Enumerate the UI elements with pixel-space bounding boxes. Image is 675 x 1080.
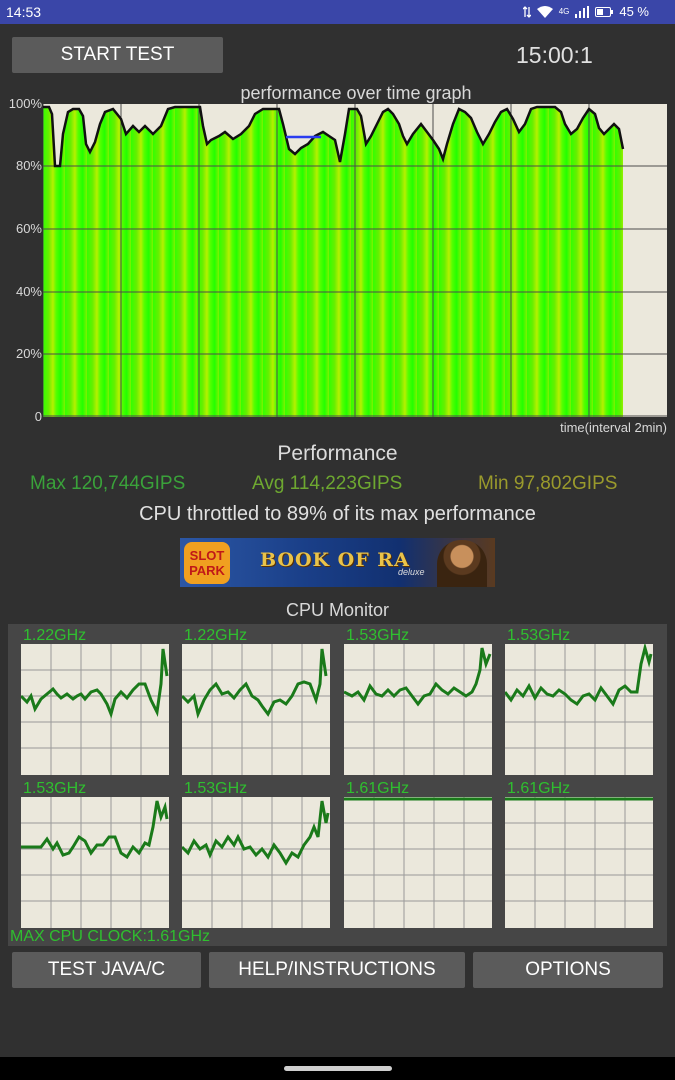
start-test-button[interactable]: START TEST bbox=[12, 37, 223, 73]
battery-percent: 45 % bbox=[619, 4, 649, 19]
status-bar: 14:53 4G 45 % bbox=[0, 0, 675, 24]
core-graph-5: 1.53GHz bbox=[21, 780, 169, 928]
core-frequency: 1.22GHz bbox=[23, 627, 87, 644]
wifi-icon bbox=[536, 5, 553, 18]
core-graph-3: 1.53GHz bbox=[343, 627, 492, 775]
performance-heading: Performance bbox=[277, 442, 398, 465]
core-frequency: 1.53GHz bbox=[184, 780, 248, 797]
y-tick-60: 60% bbox=[15, 221, 42, 236]
home-gesture-handle[interactable] bbox=[284, 1066, 392, 1071]
explorer-image bbox=[437, 540, 487, 587]
network-label: 4G bbox=[558, 7, 570, 16]
y-tick-0: 0 bbox=[34, 409, 42, 424]
ad-banner[interactable]: SLOT PARK BOOK OF RA deluxe bbox=[180, 538, 495, 587]
core-frequency: 1.61GHz bbox=[507, 780, 571, 797]
min-performance: Min 97,802GIPS bbox=[478, 473, 618, 494]
battery-icon bbox=[595, 6, 614, 17]
max-performance: Max 120,744GIPS bbox=[30, 473, 186, 494]
status-icons: 4G 45 % bbox=[522, 4, 649, 19]
y-tick-20: 20% bbox=[15, 346, 42, 361]
test-java-button[interactable]: TEST JAVA/C bbox=[12, 952, 201, 988]
x-axis-label: time(interval 2min) bbox=[560, 420, 667, 435]
signal-icon bbox=[575, 5, 590, 18]
ad-subtitle: deluxe bbox=[398, 567, 425, 577]
core-graph-2: 1.22GHz bbox=[180, 627, 330, 775]
core-graph-8: 1.61GHz bbox=[505, 780, 653, 928]
core-frequency: 1.22GHz bbox=[184, 627, 248, 644]
cpu-monitor-title: CPU Monitor bbox=[285, 600, 390, 620]
cpu-monitor-panel: 1.22GHz 1.22GHz 1.53GHz 1.53GHz 1.53GHz … bbox=[8, 624, 667, 946]
throttle-message: CPU throttled to 89% of its max performa… bbox=[139, 503, 536, 525]
y-tick-40: 40% bbox=[15, 284, 42, 299]
graph-title: performance over time graph bbox=[240, 83, 472, 103]
data-arrows-icon bbox=[522, 5, 531, 18]
performance-graph bbox=[42, 104, 667, 417]
core-frequency: 1.53GHz bbox=[346, 627, 410, 644]
help-instructions-button[interactable]: HELP/INSTRUCTIONS bbox=[209, 952, 465, 988]
core-graph-4: 1.53GHz bbox=[503, 627, 653, 775]
y-tick-80: 80% bbox=[15, 158, 42, 173]
core-graph-1: 1.22GHz bbox=[19, 627, 169, 775]
performance-graph-canvas bbox=[42, 104, 667, 417]
options-button[interactable]: OPTIONS bbox=[473, 952, 663, 988]
test-timer: 15:00:1 bbox=[516, 42, 593, 68]
core-frequency: 1.53GHz bbox=[23, 780, 87, 797]
core-graph-7: 1.61GHz bbox=[344, 780, 492, 928]
slot-park-logo: SLOT PARK bbox=[184, 542, 230, 584]
ad-title: BOOK OF RA bbox=[260, 549, 410, 571]
y-tick-100: 100% bbox=[8, 96, 42, 111]
navigation-bar bbox=[0, 1057, 675, 1080]
core-frequency: 1.53GHz bbox=[507, 627, 571, 644]
max-cpu-clock: MAX CPU CLOCK:1.61GHz bbox=[10, 928, 211, 945]
core-graph-6: 1.53GHz bbox=[180, 780, 330, 928]
status-time: 14:53 bbox=[6, 4, 42, 20]
core-frequency: 1.61GHz bbox=[346, 780, 410, 797]
avg-performance: Avg 114,223GIPS bbox=[252, 473, 403, 494]
